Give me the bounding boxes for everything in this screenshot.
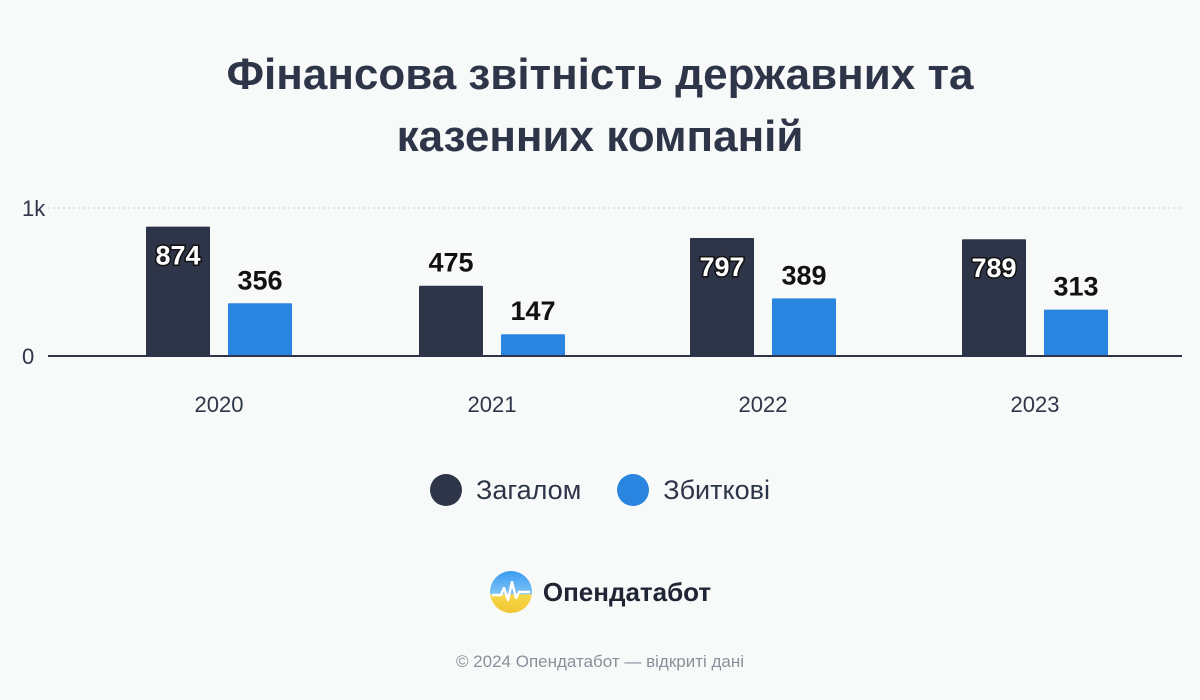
y-tick-label: 1k: [22, 196, 46, 221]
x-tick-label: 2022: [739, 392, 788, 417]
legend-label-loss: Збиткові: [663, 474, 770, 505]
y-tick-label: 0: [22, 344, 34, 369]
legend-item-total[interactable]: Загалом: [430, 474, 581, 506]
bar: [228, 303, 292, 356]
brand-name: Опендатабот: [542, 576, 712, 607]
data-label: 356: [237, 265, 282, 295]
bar: [690, 238, 754, 356]
data-label: 789: [971, 253, 1016, 283]
data-label: 313: [1053, 272, 1098, 302]
chart-title-line-2: казенних компаній: [396, 112, 804, 161]
legend-swatch-total: [430, 474, 463, 506]
x-tick-label: 2021: [468, 392, 517, 417]
data-label: 389: [781, 260, 826, 290]
legend-item-loss[interactable]: Збиткові: [617, 474, 770, 506]
bar-chart: 0 1k 874 356 2020 475 147 2021 797 389 2022 789 313 2…: [22, 196, 1182, 417]
x-tick-label: 2020: [195, 392, 244, 417]
chart-legend: Загалом Збиткові: [0, 474, 1200, 506]
brand: Опендатабот: [0, 570, 1200, 614]
chart-title: Фінансова звітність державних та казенни…: [0, 44, 1200, 168]
data-label: 147: [510, 296, 555, 326]
data-label: 475: [428, 248, 473, 278]
x-tick-label: 2023: [1011, 392, 1060, 417]
bar: [419, 285, 483, 356]
legend-label-total: Загалом: [476, 474, 582, 505]
opendatabot-logo-icon: [489, 571, 532, 613]
bar: [772, 298, 836, 356]
legend-swatch-loss: [617, 474, 650, 506]
footer-copyright: © 2024 Опендатабот — відкриті дані: [455, 652, 745, 671]
data-label: 797: [699, 252, 744, 282]
data-label: 874: [155, 241, 200, 271]
bar: [501, 334, 565, 356]
bar: [146, 226, 210, 356]
bar: [1044, 309, 1108, 356]
bar: [962, 239, 1026, 356]
chart-title-line-1: Фінансова звітність державних та: [226, 50, 974, 99]
